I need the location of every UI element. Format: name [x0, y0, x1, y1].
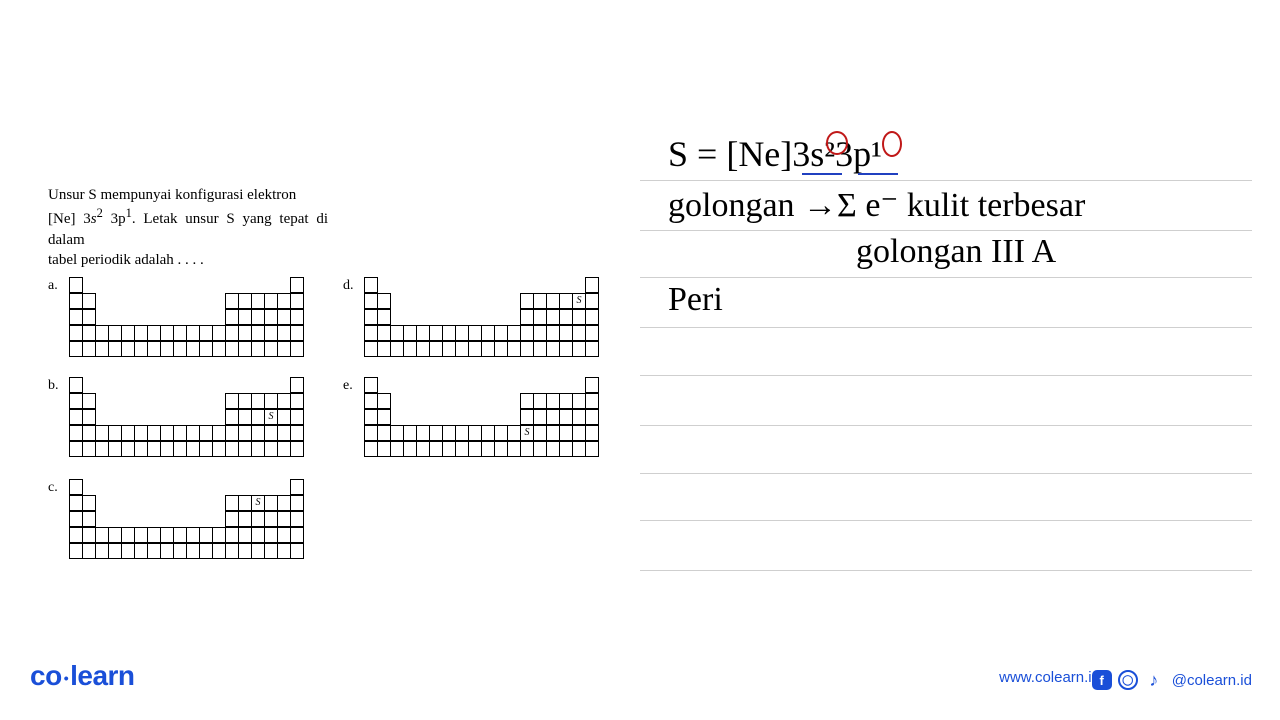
tiktok-icon: ♪ [1144, 670, 1164, 690]
instagram-icon: ◯ [1118, 670, 1138, 690]
ruled-line [640, 230, 1252, 231]
footer: co•learn www.colearn.id f ◯ ♪ @colearn.i… [0, 662, 1280, 692]
q-line3: tabel periodik adalah . . . . [48, 252, 204, 268]
hw-config: S = [Ne]3s²3p¹ [668, 133, 882, 175]
ruled-line [640, 473, 1252, 474]
ruled-line [640, 327, 1252, 328]
facebook-icon: f [1092, 670, 1112, 690]
brand-logo: co•learn [30, 660, 135, 692]
option-label-c: c. [48, 480, 58, 496]
brand-url: www.colearn.id [999, 669, 1100, 686]
hw-golongan-rule: golongan →Σ e⁻ kulit terbesar [668, 185, 1085, 225]
social-icons: f ◯ ♪ @colearn.id [1092, 670, 1252, 690]
underline-annotation-1 [802, 173, 842, 175]
circle-annotation-2 [882, 131, 902, 157]
circle-annotation-1 [826, 131, 848, 155]
option-label-e: e. [343, 378, 353, 394]
option-label-b: b. [48, 378, 59, 394]
hw-periode: Peri [668, 281, 723, 319]
q-line1: Unsur S mempunyai konfigurasi elektron [48, 187, 296, 203]
option-label-d: d. [343, 278, 354, 294]
ruled-line [640, 277, 1252, 278]
ruled-line [640, 570, 1252, 571]
ruled-line [640, 375, 1252, 376]
handwriting-panel: S = [Ne]3s²3p¹ golongan →Σ e⁻ kulit terb… [640, 115, 1260, 595]
option-label-a: a. [48, 278, 58, 294]
hw-golongan-result: golongan III A [856, 233, 1056, 271]
ruled-line [640, 520, 1252, 521]
underline-annotation-2 [858, 173, 898, 175]
social-handle: @colearn.id [1172, 672, 1252, 689]
ruled-line [640, 180, 1252, 181]
ruled-line [640, 425, 1252, 426]
question-panel: Unsur S mempunyai konfigurasi elektron [… [48, 185, 638, 278]
question-text: Unsur S mempunyai konfigurasi elektron [… [48, 185, 328, 270]
